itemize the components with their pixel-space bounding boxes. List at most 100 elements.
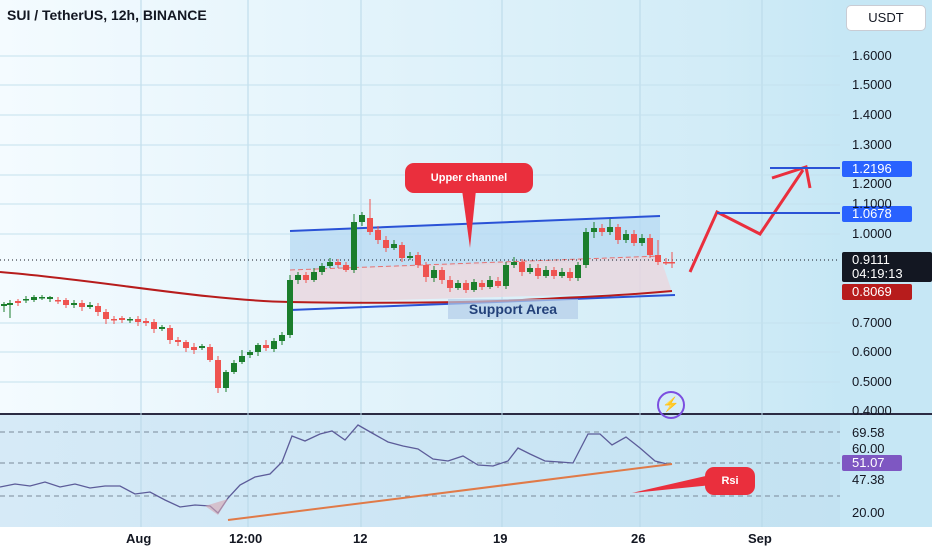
- candle-body[interactable]: [471, 282, 477, 290]
- time-axis-bg[interactable]: [0, 527, 932, 550]
- candle-body[interactable]: [279, 335, 285, 341]
- candle-body[interactable]: [31, 297, 37, 300]
- rsi-trendline[interactable]: [227, 463, 673, 521]
- candle-body[interactable]: [247, 352, 253, 355]
- tag-countdown: 04:19:13: [852, 266, 903, 281]
- support-area-label[interactable]: Support Area: [448, 299, 578, 319]
- candle-body[interactable]: [63, 300, 69, 305]
- candle-body[interactable]: [599, 228, 605, 232]
- candle-body[interactable]: [127, 319, 133, 321]
- candle-body[interactable]: [631, 234, 637, 243]
- candle-body[interactable]: [295, 275, 301, 280]
- candle-body[interactable]: [167, 328, 173, 340]
- candle-body[interactable]: [255, 345, 261, 352]
- candle-body[interactable]: [111, 319, 117, 321]
- candle-body[interactable]: [15, 301, 21, 303]
- candle-body[interactable]: [199, 346, 205, 348]
- candle-body[interactable]: [447, 280, 453, 288]
- candle-body[interactable]: [399, 245, 405, 258]
- candle-body[interactable]: [223, 372, 229, 388]
- flash-icon[interactable]: ⚡: [657, 391, 685, 419]
- candle-body[interactable]: [527, 268, 533, 272]
- candle-body[interactable]: [263, 345, 269, 348]
- price-tick: 1.3000: [852, 137, 892, 152]
- moving-average-line[interactable]: [0, 271, 673, 304]
- candle-body[interactable]: [151, 322, 157, 329]
- candle-body[interactable]: [669, 262, 675, 264]
- candle-body[interactable]: [431, 270, 437, 278]
- candle-body[interactable]: [343, 265, 349, 270]
- candle-body[interactable]: [335, 262, 341, 265]
- candle-body[interactable]: [23, 299, 29, 301]
- candle-body[interactable]: [103, 312, 109, 319]
- candle-body[interactable]: [615, 227, 621, 240]
- candle-body[interactable]: [639, 238, 645, 243]
- rsi-callout[interactable]: Rsi: [705, 467, 755, 495]
- candle-body[interactable]: [7, 303, 13, 305]
- candle-body[interactable]: [567, 272, 573, 278]
- candles-group[interactable]: [1, 199, 675, 393]
- candle-body[interactable]: [479, 283, 485, 287]
- candle-body[interactable]: [319, 266, 325, 272]
- candle-body[interactable]: [655, 255, 661, 262]
- candle-body[interactable]: [359, 215, 365, 222]
- candle-body[interactable]: [191, 347, 197, 350]
- candle-body[interactable]: [39, 297, 45, 299]
- candle-body[interactable]: [495, 281, 501, 286]
- candle-body[interactable]: [647, 238, 653, 255]
- candle-body[interactable]: [511, 262, 517, 265]
- upper-channel-zone[interactable]: [290, 216, 660, 270]
- candle-body[interactable]: [215, 360, 221, 388]
- candle-body[interactable]: [575, 265, 581, 278]
- candle-body[interactable]: [79, 303, 85, 307]
- candle-body[interactable]: [119, 318, 125, 320]
- candle-body[interactable]: [415, 255, 421, 265]
- candle-body[interactable]: [551, 270, 557, 276]
- candle-body[interactable]: [351, 222, 357, 270]
- projection-path[interactable]: [688, 169, 805, 273]
- candle-body[interactable]: [375, 230, 381, 240]
- candle-body[interactable]: [143, 321, 149, 323]
- candle-body[interactable]: [135, 319, 141, 322]
- candle-body[interactable]: [175, 340, 181, 342]
- candle-body[interactable]: [607, 227, 613, 232]
- candle-body[interactable]: [487, 280, 493, 287]
- candle-body[interactable]: [383, 240, 389, 248]
- candle-body[interactable]: [519, 262, 525, 272]
- candle-body[interactable]: [183, 342, 189, 348]
- candle-body[interactable]: [231, 363, 237, 372]
- candle-body[interactable]: [287, 280, 293, 335]
- candle-body[interactable]: [159, 327, 165, 329]
- candle-body[interactable]: [463, 283, 469, 290]
- currency-button[interactable]: USDT: [846, 5, 926, 31]
- candle-body[interactable]: [503, 265, 509, 286]
- candle-body[interactable]: [207, 347, 213, 360]
- candle-body[interactable]: [271, 341, 277, 349]
- candle-body[interactable]: [407, 256, 413, 258]
- candle-body[interactable]: [439, 270, 445, 280]
- candle-body[interactable]: [583, 232, 589, 265]
- candle-body[interactable]: [543, 270, 549, 276]
- candle-body[interactable]: [455, 283, 461, 288]
- candle-body[interactable]: [239, 356, 245, 362]
- candle-body[interactable]: [623, 234, 629, 240]
- candle-body[interactable]: [423, 265, 429, 277]
- candle-body[interactable]: [591, 228, 597, 232]
- candle-body[interactable]: [559, 272, 565, 276]
- candle-body[interactable]: [663, 262, 669, 264]
- candle-body[interactable]: [47, 297, 53, 299]
- candle-body[interactable]: [95, 306, 101, 312]
- candle-body[interactable]: [535, 268, 541, 276]
- rsi-line[interactable]: [0, 424, 668, 514]
- candle-body[interactable]: [87, 305, 93, 307]
- candle-body[interactable]: [327, 262, 333, 266]
- upper-channel-callout[interactable]: Upper channel: [405, 163, 533, 193]
- candle-body[interactable]: [311, 272, 317, 280]
- candle-body[interactable]: [55, 300, 61, 302]
- candle-body[interactable]: [71, 303, 77, 305]
- candle-body[interactable]: [367, 218, 373, 232]
- candle-body[interactable]: [1, 304, 7, 306]
- candle-body[interactable]: [391, 244, 397, 248]
- candle-body[interactable]: [303, 275, 309, 280]
